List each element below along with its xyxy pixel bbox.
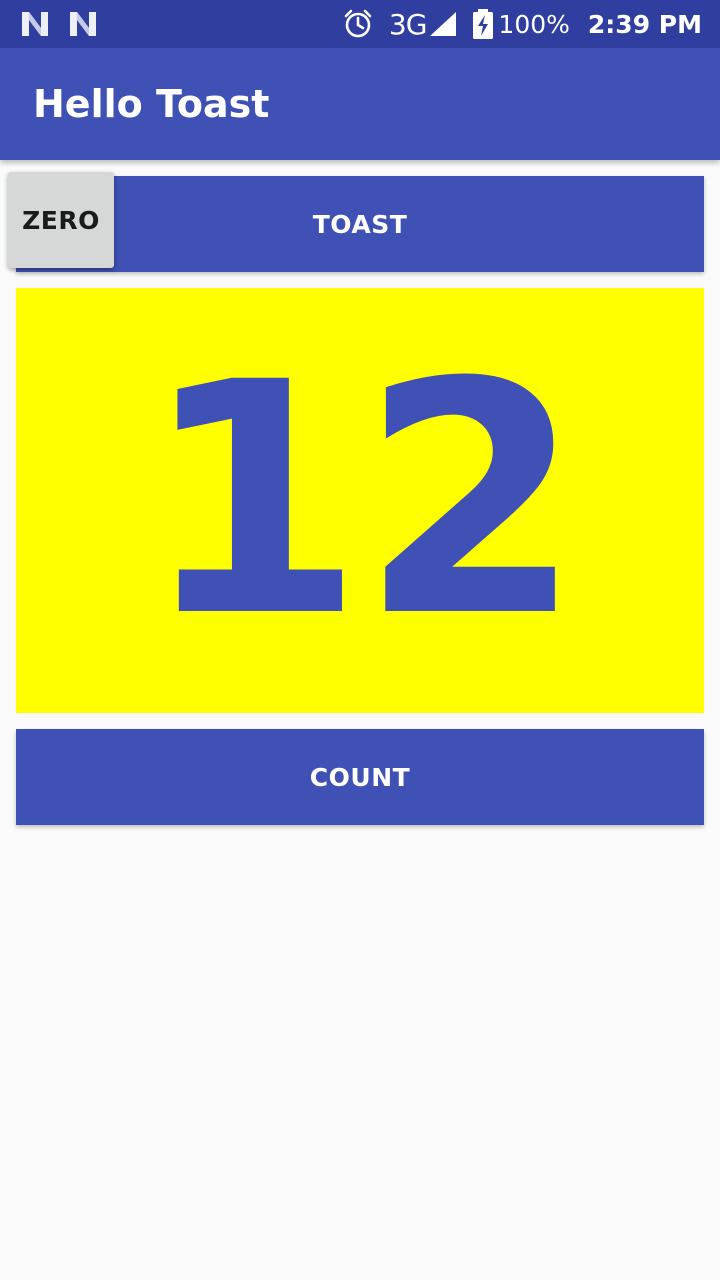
toast-button[interactable]: TOAST	[16, 176, 704, 272]
notification-n-icon	[70, 12, 96, 36]
battery-level: 100%	[498, 9, 570, 39]
notification-n-icon	[22, 12, 48, 36]
battery-charging-icon	[473, 9, 494, 39]
cell-signal-icon	[430, 12, 457, 36]
app-bar: Hello Toast	[0, 48, 720, 160]
app-title: Hello Toast	[33, 82, 270, 126]
count-display: 12	[16, 288, 704, 713]
count-button-label: COUNT	[309, 762, 411, 792]
system-status: 3G 100% 2:39 PM	[343, 6, 702, 42]
zero-button[interactable]: ZERO	[8, 172, 114, 268]
count-value: 12	[141, 314, 582, 687]
notification-icons	[20, 10, 98, 38]
zero-button-label: ZERO	[22, 205, 100, 235]
count-button[interactable]: COUNT	[16, 729, 704, 825]
status-bar: 3G 100% 2:39 PM	[0, 0, 720, 48]
toast-button-label: TOAST	[312, 209, 408, 239]
alarm-clock-icon	[344, 9, 372, 38]
network-type: 3G	[388, 7, 428, 41]
clock: 2:39 PM	[587, 9, 702, 39]
